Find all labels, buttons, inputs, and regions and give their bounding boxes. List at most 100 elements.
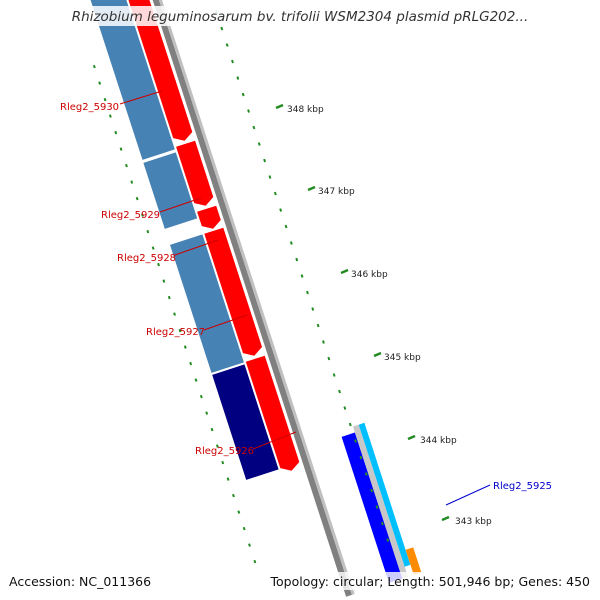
ruler-major-tick bbox=[275, 103, 284, 110]
gene-label-rleg2-5928[interactable]: Rleg2_5928 bbox=[117, 253, 176, 264]
forward-gene-rleg2-5927[interactable] bbox=[204, 227, 262, 356]
ruler-tick bbox=[375, 505, 379, 509]
ruler-tick bbox=[178, 328, 182, 333]
ruler-tick bbox=[225, 43, 229, 47]
ruler-tick bbox=[146, 229, 150, 234]
backbone-light-line[interactable] bbox=[151, 0, 355, 595]
ruler-tick bbox=[332, 373, 336, 377]
map-title: Rhizobium leguminosarum bv. trifolii WSM… bbox=[72, 9, 528, 25]
ruler-major-tick bbox=[407, 434, 416, 441]
ruler-tick bbox=[226, 477, 230, 481]
gene-label-rleg2-5927[interactable]: Rleg2_5927 bbox=[146, 327, 205, 338]
ruler-tick bbox=[359, 455, 363, 460]
ruler-label-348-kbp: 348 kbp bbox=[287, 105, 324, 115]
forward-gene-rleg2-5926[interactable] bbox=[245, 355, 300, 471]
ruler-tick bbox=[221, 460, 225, 465]
ruler-tick bbox=[119, 147, 123, 151]
ruler-tick bbox=[141, 213, 144, 217]
ruler-tick bbox=[263, 158, 267, 163]
ruler-tick bbox=[135, 196, 139, 201]
ruler-tick bbox=[247, 109, 250, 113]
ruler-tick bbox=[348, 422, 352, 427]
ruler-tick bbox=[316, 323, 320, 328]
reverse-gene-rleg2-5927[interactable] bbox=[170, 234, 244, 373]
ruler-tick bbox=[125, 163, 128, 168]
ruler-tick bbox=[210, 427, 214, 432]
ruler-tick bbox=[306, 290, 309, 295]
feature-tracks bbox=[89, 0, 422, 597]
ruler-label-345-kbp: 345 kbp bbox=[384, 353, 421, 363]
ruler-tick bbox=[173, 312, 176, 316]
inner-tick-rail bbox=[92, 64, 257, 564]
leader-rleg2-5927 bbox=[203, 314, 248, 331]
title-backdrop bbox=[60, 6, 540, 26]
ruler-tick bbox=[194, 378, 198, 382]
gene-rleg2-5925-cyan[interactable] bbox=[358, 422, 411, 567]
ruler-tick bbox=[380, 521, 384, 526]
ruler-tick bbox=[98, 81, 102, 85]
ruler-tick bbox=[248, 543, 251, 547]
ruler-tick bbox=[189, 361, 193, 366]
ruler-tick bbox=[364, 472, 368, 476]
ruler-tick bbox=[295, 257, 299, 262]
ruler-label-346-kbp: 346 kbp bbox=[351, 270, 388, 280]
ruler-tick bbox=[284, 224, 288, 229]
leader-rleg2-5930 bbox=[119, 90, 163, 105]
feature-orange[interactable] bbox=[405, 547, 422, 575]
ruler-tick bbox=[354, 439, 357, 443]
ruler-tick bbox=[205, 411, 209, 415]
ruler-tick bbox=[130, 180, 134, 184]
ruler-tick bbox=[253, 559, 257, 564]
gene-label-rleg2-5926[interactable]: Rleg2_5926 bbox=[195, 446, 254, 457]
ruler-major-tick bbox=[373, 351, 382, 358]
footer-summary-backdrop bbox=[282, 572, 594, 590]
reverse-gene-rleg2-5930[interactable] bbox=[89, 0, 175, 160]
far-features bbox=[341, 422, 422, 583]
forward-gene-rleg2-5930[interactable] bbox=[123, 0, 193, 141]
reverse-gene-rleg2-5929[interactable] bbox=[143, 152, 198, 229]
ruler-tick bbox=[108, 114, 112, 118]
ruler-tick bbox=[279, 208, 283, 212]
leader-rleg2-5929 bbox=[159, 197, 202, 213]
ruler-tick bbox=[252, 125, 256, 130]
ruler-tick bbox=[236, 76, 240, 80]
ruler-tick bbox=[370, 488, 374, 493]
ruler-tick bbox=[183, 345, 187, 349]
ruler-tick bbox=[232, 493, 235, 498]
ruler-tick bbox=[257, 142, 261, 146]
feature-grey-strip[interactable] bbox=[353, 424, 408, 579]
reverse-gene-rleg2-5926[interactable] bbox=[212, 364, 279, 480]
ruler-tick bbox=[103, 97, 107, 102]
ruler-tick bbox=[92, 64, 96, 69]
ruler-tick bbox=[300, 274, 304, 278]
ruler-tick bbox=[167, 295, 171, 300]
ruler-tick bbox=[237, 510, 241, 514]
ruler-major-tick bbox=[340, 268, 349, 275]
gene-label-rleg2-5929[interactable]: Rleg2_5929 bbox=[101, 210, 160, 221]
ruler-tick bbox=[322, 340, 325, 344]
ruler-tick bbox=[268, 175, 272, 179]
forward-gene-rleg2-5929[interactable] bbox=[176, 140, 214, 206]
ruler-label-347-kbp: 347 kbp bbox=[318, 187, 355, 197]
gene-label-rleg2-5925[interactable]: Rleg2_5925 bbox=[493, 481, 552, 492]
ruler-tick bbox=[220, 26, 224, 31]
ruler-tick bbox=[343, 406, 347, 410]
leader-rleg2-5925 bbox=[445, 484, 491, 506]
ruler-tick bbox=[327, 356, 331, 361]
ruler-tick bbox=[273, 191, 277, 196]
ruler-ticks bbox=[92, 10, 450, 564]
ruler-label-343-kbp: 343 kbp bbox=[455, 517, 492, 527]
ruler-tick bbox=[114, 130, 118, 135]
backbone-dark-line[interactable] bbox=[145, 0, 352, 597]
label-leader-lines bbox=[119, 90, 491, 506]
forward-gene-rleg2-5928[interactable] bbox=[197, 205, 221, 229]
ruler-tick bbox=[242, 526, 246, 531]
gene-label-rleg2-5930[interactable]: Rleg2_5930 bbox=[60, 102, 119, 113]
ruler-tick bbox=[157, 262, 160, 267]
outer-tick-rail bbox=[215, 10, 390, 542]
accession-label: Accession: NC_011366 bbox=[9, 574, 151, 589]
genome-summary: Topology: circular; Length: 501,946 bp; … bbox=[270, 574, 591, 589]
ruler-tick bbox=[162, 279, 166, 283]
gene-rleg2-5925-blue[interactable] bbox=[341, 432, 403, 583]
